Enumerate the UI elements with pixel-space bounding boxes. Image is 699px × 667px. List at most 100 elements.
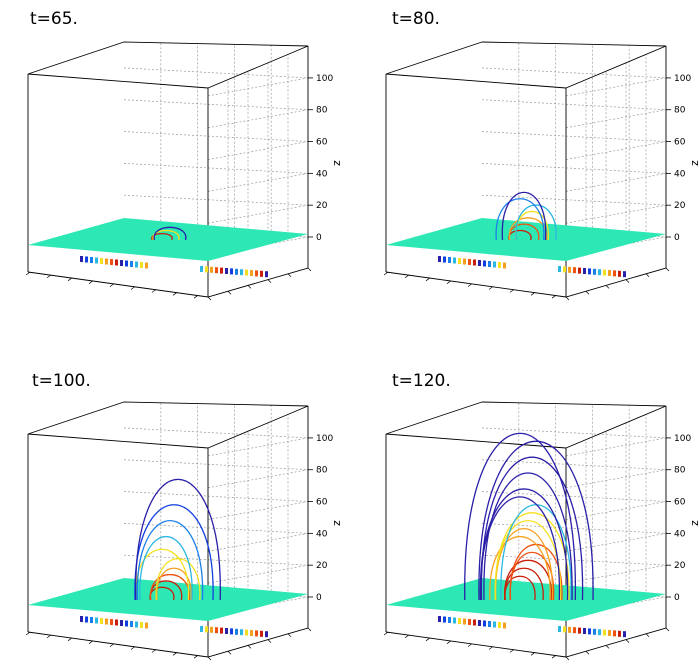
- gridline-z-back: [123, 163, 309, 174]
- z-axis-label: z: [688, 520, 699, 526]
- frame-edge: [385, 433, 567, 449]
- z-tick-label: 0: [674, 233, 680, 243]
- projection-mark: [230, 628, 233, 635]
- floor-tick: [130, 646, 136, 650]
- projection-mark: [603, 629, 606, 636]
- gridline-z-back: [123, 99, 309, 111]
- projection-mark: [140, 622, 143, 628]
- frame-edge: [385, 73, 567, 89]
- z-tick-label: 100: [316, 434, 333, 444]
- gridline-z-back: [123, 131, 309, 142]
- projection-mark: [255, 270, 258, 277]
- panel-4: t=120. 0 20 40 60 80 100 z: [383, 371, 699, 661]
- floor-tick: [404, 274, 410, 279]
- field-lines: [495, 191, 557, 241]
- floor-tick: [67, 277, 73, 282]
- z-axis-label: z: [688, 160, 699, 166]
- floor-tick: [247, 645, 252, 649]
- projection-mark: [618, 270, 621, 277]
- projection-mark: [205, 266, 208, 273]
- floor-tick: [193, 654, 199, 659]
- projection-mark: [588, 628, 591, 635]
- z-tick-label: 40: [674, 169, 686, 179]
- gridline-z-back: [123, 459, 309, 471]
- z-tick-label: 60: [674, 138, 686, 148]
- floor-tick: [509, 289, 515, 293]
- floor-tick: [625, 279, 630, 283]
- projection-mark: [240, 629, 243, 636]
- projection-mark: [125, 260, 128, 267]
- projection-mark: [458, 618, 461, 624]
- field-line: [139, 535, 193, 601]
- panel-title: t=65.: [30, 9, 78, 29]
- field-lines: [134, 479, 221, 601]
- projection-mark: [255, 630, 258, 637]
- projection-mark: [80, 256, 83, 262]
- projection-mark: [573, 627, 576, 634]
- projection-mark: [145, 622, 148, 629]
- panel-2: t=80. 0 20 40 60 80 100 z: [383, 9, 699, 301]
- projection-mark: [140, 262, 143, 268]
- projection-mark: [598, 269, 601, 276]
- panel-grid: t=65.020406080100zt=80.020406080100zt=10…: [25, 9, 699, 661]
- projection-mark: [468, 619, 471, 625]
- gridline-z-back: [481, 523, 667, 534]
- photosphere-plane: [28, 578, 308, 621]
- floor-tick: [383, 271, 389, 276]
- z-tick-label: 80: [316, 106, 328, 116]
- floor-tick: [551, 294, 557, 299]
- projection-mark: [503, 622, 506, 629]
- gridline-z-right: [207, 204, 309, 224]
- projection-mark: [583, 628, 586, 634]
- projection-mark: [493, 621, 496, 628]
- projection-mark: [85, 616, 88, 623]
- frame-edge: [385, 41, 483, 75]
- z-tick-label: 40: [316, 529, 328, 539]
- projection-mark: [593, 268, 596, 275]
- z-tick-label: 100: [674, 434, 691, 444]
- floor-tick: [151, 289, 157, 293]
- projection-mark: [478, 620, 481, 626]
- projection-mark: [250, 630, 253, 636]
- projection-mark: [215, 627, 218, 634]
- floor-tick: [446, 280, 452, 284]
- projection-mark: [483, 260, 486, 267]
- floor-tick: [645, 273, 650, 278]
- floor-tick: [151, 649, 157, 653]
- gridline-z-back: [481, 131, 667, 142]
- gridline-z-right: [565, 173, 667, 192]
- floor-tick: [307, 267, 312, 272]
- projection-mark: [125, 620, 128, 627]
- projection-mark: [448, 257, 451, 263]
- projection-mark: [438, 616, 441, 622]
- projection-mark: [598, 629, 601, 636]
- panel-title: t=80.: [392, 9, 440, 29]
- projection-mark: [210, 266, 213, 273]
- floor-tick: [287, 633, 292, 638]
- floor-tick: [207, 656, 212, 661]
- projection-mark: [260, 630, 263, 637]
- projection-mark: [90, 257, 93, 263]
- field-line: [156, 567, 192, 601]
- frame-edge: [27, 401, 125, 435]
- projection-mark: [578, 627, 581, 634]
- gridline-z-back: [481, 491, 667, 502]
- projection-mark: [215, 267, 218, 274]
- floor-tick: [605, 285, 610, 289]
- z-tick-label: 20: [316, 561, 328, 571]
- projection-mark: [468, 259, 471, 265]
- floor-tick: [267, 279, 272, 283]
- projection-mark: [488, 621, 491, 627]
- z-tick-label: 0: [674, 593, 680, 603]
- projection-mark: [100, 258, 103, 264]
- floor-tick: [645, 633, 650, 638]
- floor-tick: [565, 656, 570, 661]
- gridline-z-right: [565, 141, 667, 160]
- projection-mark: [443, 256, 446, 263]
- gridline-z-right: [207, 109, 309, 129]
- floor-tick: [509, 649, 515, 653]
- projection-mark: [85, 256, 88, 263]
- gridline-z-right: [207, 77, 309, 97]
- projection-mark: [120, 260, 123, 266]
- gridline-z-back: [481, 459, 667, 471]
